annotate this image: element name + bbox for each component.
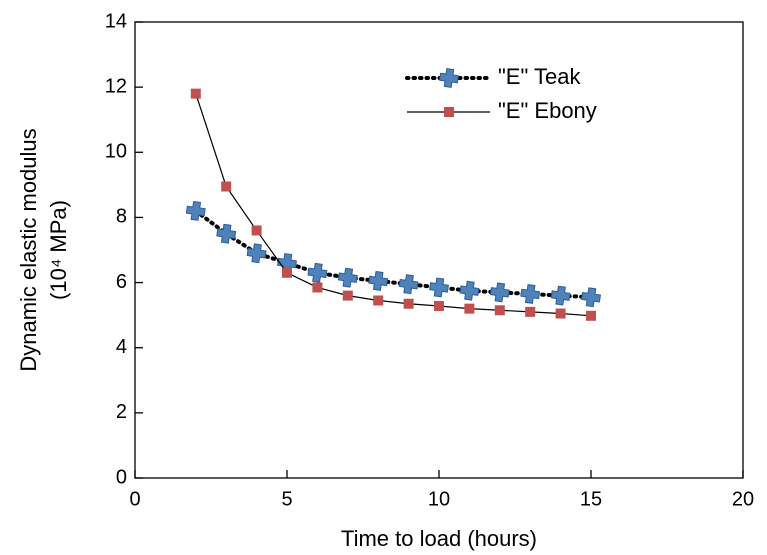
x-tick-label: 15 xyxy=(580,488,602,510)
x-tick-label: 10 xyxy=(428,488,450,510)
x-tick-label: 0 xyxy=(129,488,140,510)
data-point xyxy=(282,267,292,278)
data-point xyxy=(342,290,353,301)
data-point xyxy=(555,308,566,319)
data-point xyxy=(221,181,232,192)
data-point xyxy=(459,280,480,301)
series-line xyxy=(195,93,592,317)
data-point xyxy=(398,274,419,295)
data-point xyxy=(494,305,505,316)
legend-marker xyxy=(439,68,459,88)
x-tick-label: 5 xyxy=(281,488,292,510)
data-point xyxy=(190,88,201,99)
y-tick-label: 14 xyxy=(105,10,127,32)
y-tick-label: 10 xyxy=(105,141,127,163)
y-tick-label: 2 xyxy=(116,401,127,423)
x-tick-label: 20 xyxy=(732,488,754,510)
data-point xyxy=(185,201,206,221)
data-point xyxy=(429,277,449,298)
data-point xyxy=(373,295,384,306)
data-point xyxy=(586,310,596,321)
data-point xyxy=(251,225,262,236)
data-point xyxy=(434,301,444,312)
y-axis-title: Dynamic elastic modulus xyxy=(16,128,41,371)
y-axis-title: (10⁴ MPa) xyxy=(46,200,71,300)
plot-frame xyxy=(134,21,744,479)
data-point xyxy=(337,267,358,288)
data-point xyxy=(525,306,536,317)
data-point xyxy=(403,298,414,309)
y-tick-label: 0 xyxy=(116,466,127,488)
data-point xyxy=(464,303,475,314)
legend-label: "E" Ebony xyxy=(498,98,597,123)
y-tick-label: 4 xyxy=(116,336,127,358)
data-point xyxy=(520,284,541,304)
data-point xyxy=(368,271,389,291)
x-axis-title: Time to load (hours) xyxy=(341,526,537,551)
data-point xyxy=(489,282,510,303)
data-point xyxy=(246,243,267,264)
y-tick-label: 6 xyxy=(116,271,127,293)
data-point xyxy=(307,262,328,283)
data-point xyxy=(550,285,571,306)
data-point xyxy=(312,282,323,293)
legend-marker xyxy=(444,107,454,117)
y-tick-label: 12 xyxy=(105,75,127,97)
data-point xyxy=(581,287,601,308)
data-point xyxy=(216,223,237,244)
y-tick-label: 8 xyxy=(116,206,127,228)
legend-label: "E" Teak xyxy=(498,64,581,89)
